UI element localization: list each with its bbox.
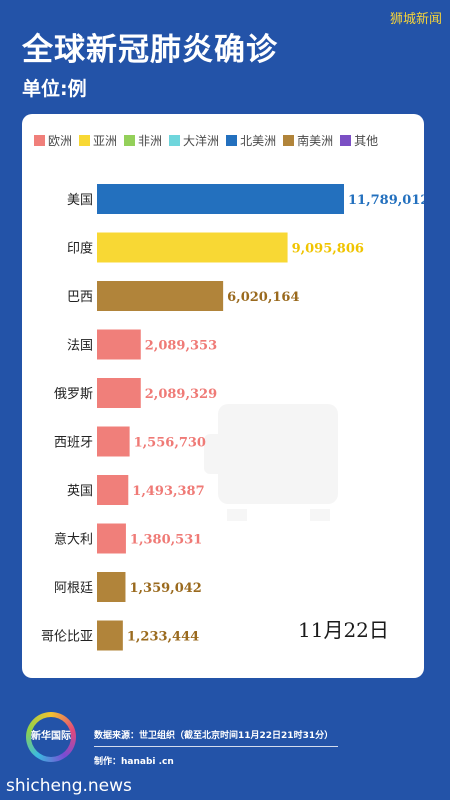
- category-label: 美国: [67, 193, 93, 208]
- value-label: 11,789,012: [348, 193, 424, 208]
- legend-swatch: [79, 135, 91, 146]
- legend-label: 南美洲: [297, 134, 334, 148]
- legend-label: 北美洲: [240, 134, 277, 148]
- legend-item: 南美洲: [283, 132, 333, 149]
- value-label: 2,089,353: [145, 339, 217, 354]
- value-label: 1,233,444: [127, 630, 199, 645]
- bar: [97, 572, 126, 602]
- bar: [97, 378, 141, 408]
- watermark-text: shicheng.news: [6, 776, 132, 796]
- value-label: 9,095,806: [292, 242, 364, 257]
- bar: [97, 620, 123, 651]
- category-label: 俄罗斯: [54, 387, 93, 402]
- bar: [97, 184, 344, 214]
- category-label: 印度: [67, 241, 93, 257]
- page-title: 全球新冠肺炎确诊: [22, 32, 278, 68]
- bar: [97, 232, 288, 263]
- legend-swatch: [169, 135, 181, 146]
- legend-item: 欧洲: [34, 132, 72, 149]
- bar-chart: 美国 11,789,012 印度 9,095,806 巴西 6,020,164 法国 2,08…: [41, 184, 424, 651]
- legend-label: 其他: [354, 134, 379, 148]
- value-label: 1,556,730: [134, 436, 206, 451]
- category-label: 阿根廷: [54, 581, 93, 596]
- category-label: 意大利: [54, 532, 93, 548]
- legend-item: 大洋洲: [169, 132, 219, 149]
- bar: [97, 475, 129, 505]
- data-source: 数据来源：世卫组织（截至北京时间11月22日21时31分）: [94, 731, 334, 741]
- bar: [97, 281, 224, 311]
- xinhua-logo: 新华国际: [26, 712, 76, 762]
- value-label: 1,380,531: [130, 533, 202, 548]
- legend-label: 亚洲: [93, 134, 118, 148]
- bar: [97, 426, 130, 457]
- legend-item: 亚洲: [79, 132, 117, 149]
- legend-label: 大洋洲: [183, 134, 220, 148]
- legend-swatch: [340, 135, 352, 146]
- legend-label: 欧洲: [48, 134, 73, 148]
- chart-legend: 欧洲 亚洲 非洲 大洋洲 北美洲 南美洲 其他: [34, 132, 424, 149]
- category-label: 巴西: [67, 290, 93, 305]
- car-watermark-icon: [204, 404, 338, 521]
- site-label: 狮城新闻: [389, 12, 442, 27]
- value-label: 1,359,042: [129, 581, 201, 596]
- date-label: 11月22日: [298, 618, 389, 642]
- category-label: 哥伦比亚: [41, 630, 93, 645]
- legend-swatch: [124, 135, 136, 146]
- legend-swatch: [226, 135, 238, 146]
- legend-item: 非洲: [124, 132, 162, 149]
- legend-item: 其他: [340, 132, 378, 149]
- legend-item: 北美洲: [226, 132, 276, 149]
- unit-label: 单位:例: [22, 78, 87, 100]
- footer-divider: [94, 746, 338, 747]
- value-label: 6,020,164: [227, 290, 299, 305]
- bar: [97, 523, 126, 554]
- chart-card: 欧洲 亚洲 非洲 大洋洲 北美洲 南美洲 其他 美国 11,789,012 印度 9,095,80…: [22, 114, 424, 678]
- category-label: 法国: [67, 339, 93, 354]
- legend-label: 非洲: [138, 134, 163, 148]
- legend-swatch: [34, 135, 45, 146]
- logo-text: 新华国际: [31, 717, 71, 757]
- legend-swatch: [283, 135, 295, 146]
- bar: [97, 329, 141, 360]
- value-label: 1,493,387: [132, 484, 204, 499]
- maker-credit: 制作：hanabi .cn: [94, 757, 174, 767]
- category-label: 西班牙: [54, 436, 93, 451]
- value-label: 2,089,329: [145, 387, 217, 402]
- category-label: 英国: [67, 484, 93, 499]
